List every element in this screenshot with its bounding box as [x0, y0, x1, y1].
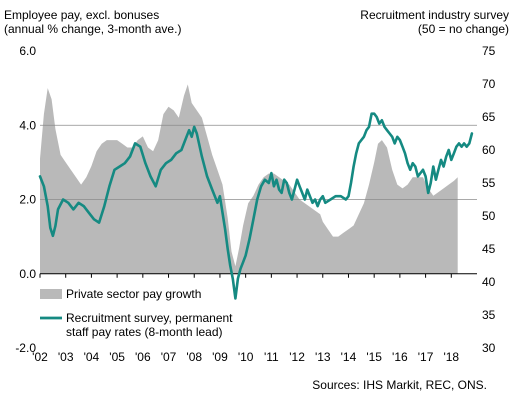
- line-layer: [38, 112, 474, 300]
- x-tick-label: '05: [109, 350, 125, 364]
- x-tick-label: '15: [366, 350, 382, 364]
- left-axis-title: Employee pay, excl. bonuses (annual % ch…: [4, 8, 181, 36]
- source-note: Sources: IHS Markit, REC, ONS.: [312, 378, 487, 392]
- right-y-tick-label: 55: [482, 176, 496, 190]
- right-y-tick-label: 65: [482, 110, 496, 124]
- x-tick-label: '03: [58, 350, 74, 364]
- left-y-tick-label: 6.0: [19, 44, 36, 58]
- area-layer: [40, 84, 458, 274]
- x-tick-label: '17: [418, 350, 434, 364]
- left-y-tick-label: 2.0: [19, 193, 36, 207]
- x-tick-label: '11: [264, 350, 279, 364]
- legend-label-line-2: staff pay rates (8-month lead): [66, 325, 223, 339]
- left-y-tick-label: -2.0: [15, 341, 36, 355]
- left-y-tick-label: 0.0: [19, 267, 36, 281]
- right-y-tick-label: 30: [482, 341, 496, 355]
- legend: Private sector pay growth Recruitment sur…: [40, 286, 233, 339]
- right-axis-title-line-1: Recruitment industry survey: [360, 8, 509, 22]
- right-axis-title-line-2: (50 = no change): [417, 22, 509, 36]
- x-tick-label: '12: [289, 350, 305, 364]
- right-y-tick-label: 70: [482, 77, 496, 91]
- series-line-recruitment-survey: [38, 112, 474, 300]
- x-tick-label: '08: [186, 350, 202, 364]
- right-y-tick-label: 45: [482, 242, 496, 256]
- right-axis-title: Recruitment industry survey (50 = no cha…: [360, 8, 509, 36]
- x-tick-label: '10: [238, 350, 254, 364]
- right-y-tick-label: 40: [482, 275, 496, 289]
- x-tick-label: '02: [32, 350, 48, 364]
- legend-label-line-1: Recruitment survey, permanent: [66, 311, 233, 325]
- series-area-private-sector-pay: [40, 84, 458, 274]
- x-tick-label: '04: [84, 350, 100, 364]
- right-y-tick-label: 75: [482, 44, 496, 58]
- right-y-tick-label: 60: [482, 143, 496, 157]
- x-tick-label: '16: [392, 350, 408, 364]
- x-tick-label: '14: [341, 350, 357, 364]
- x-tick-label: '13: [315, 350, 331, 364]
- x-tick-label: '09: [212, 350, 228, 364]
- left-axis-title-line-2: (annual % change, 3-month ave.): [4, 22, 182, 36]
- x-tick-label: '06: [135, 350, 151, 364]
- x-tick-label: '18: [443, 350, 459, 364]
- legend-label-area: Private sector pay growth: [66, 287, 201, 301]
- left-axis-title-line-1: Employee pay, excl. bonuses: [4, 8, 160, 22]
- right-y-tick-label: 35: [482, 308, 496, 322]
- left-y-tick-label: 4.0: [19, 118, 36, 132]
- x-tick-label: '07: [161, 350, 177, 364]
- axes: '02 '03 '04 '05 '06 '07 '08 '09 '10 '11 '12 '13 '14 '…: [15, 44, 495, 364]
- legend-swatch-area: [40, 289, 62, 299]
- right-y-tick-label: 50: [482, 209, 496, 223]
